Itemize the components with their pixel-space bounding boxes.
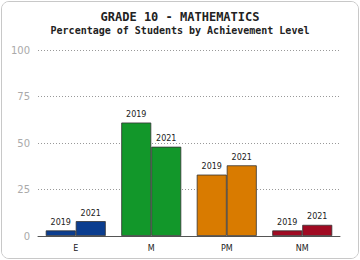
svg-text:50: 50 [17, 138, 30, 149]
svg-text:2021: 2021 [232, 153, 252, 162]
svg-text:GRADE 10 - MATHEMATICS: GRADE 10 - MATHEMATICS [101, 10, 260, 24]
svg-text:2021: 2021 [81, 209, 101, 218]
svg-text:PM: PM [221, 244, 233, 253]
svg-text:2021: 2021 [156, 134, 176, 143]
svg-text:2019: 2019 [277, 218, 297, 227]
svg-text:Percentage of Students by Achi: Percentage of Students by Achievement Le… [51, 25, 310, 36]
svg-text:M: M [148, 244, 155, 253]
svg-text:2019: 2019 [202, 162, 222, 171]
svg-text:75: 75 [17, 91, 30, 102]
svg-text:E: E [73, 244, 78, 253]
svg-text:NM: NM [296, 244, 309, 253]
svg-text:100: 100 [11, 45, 30, 56]
svg-text:25: 25 [17, 184, 30, 195]
svg-text:2019: 2019 [51, 218, 71, 227]
svg-text:2019: 2019 [126, 110, 146, 119]
svg-text:2021: 2021 [307, 212, 327, 221]
svg-text:0: 0 [24, 231, 30, 242]
